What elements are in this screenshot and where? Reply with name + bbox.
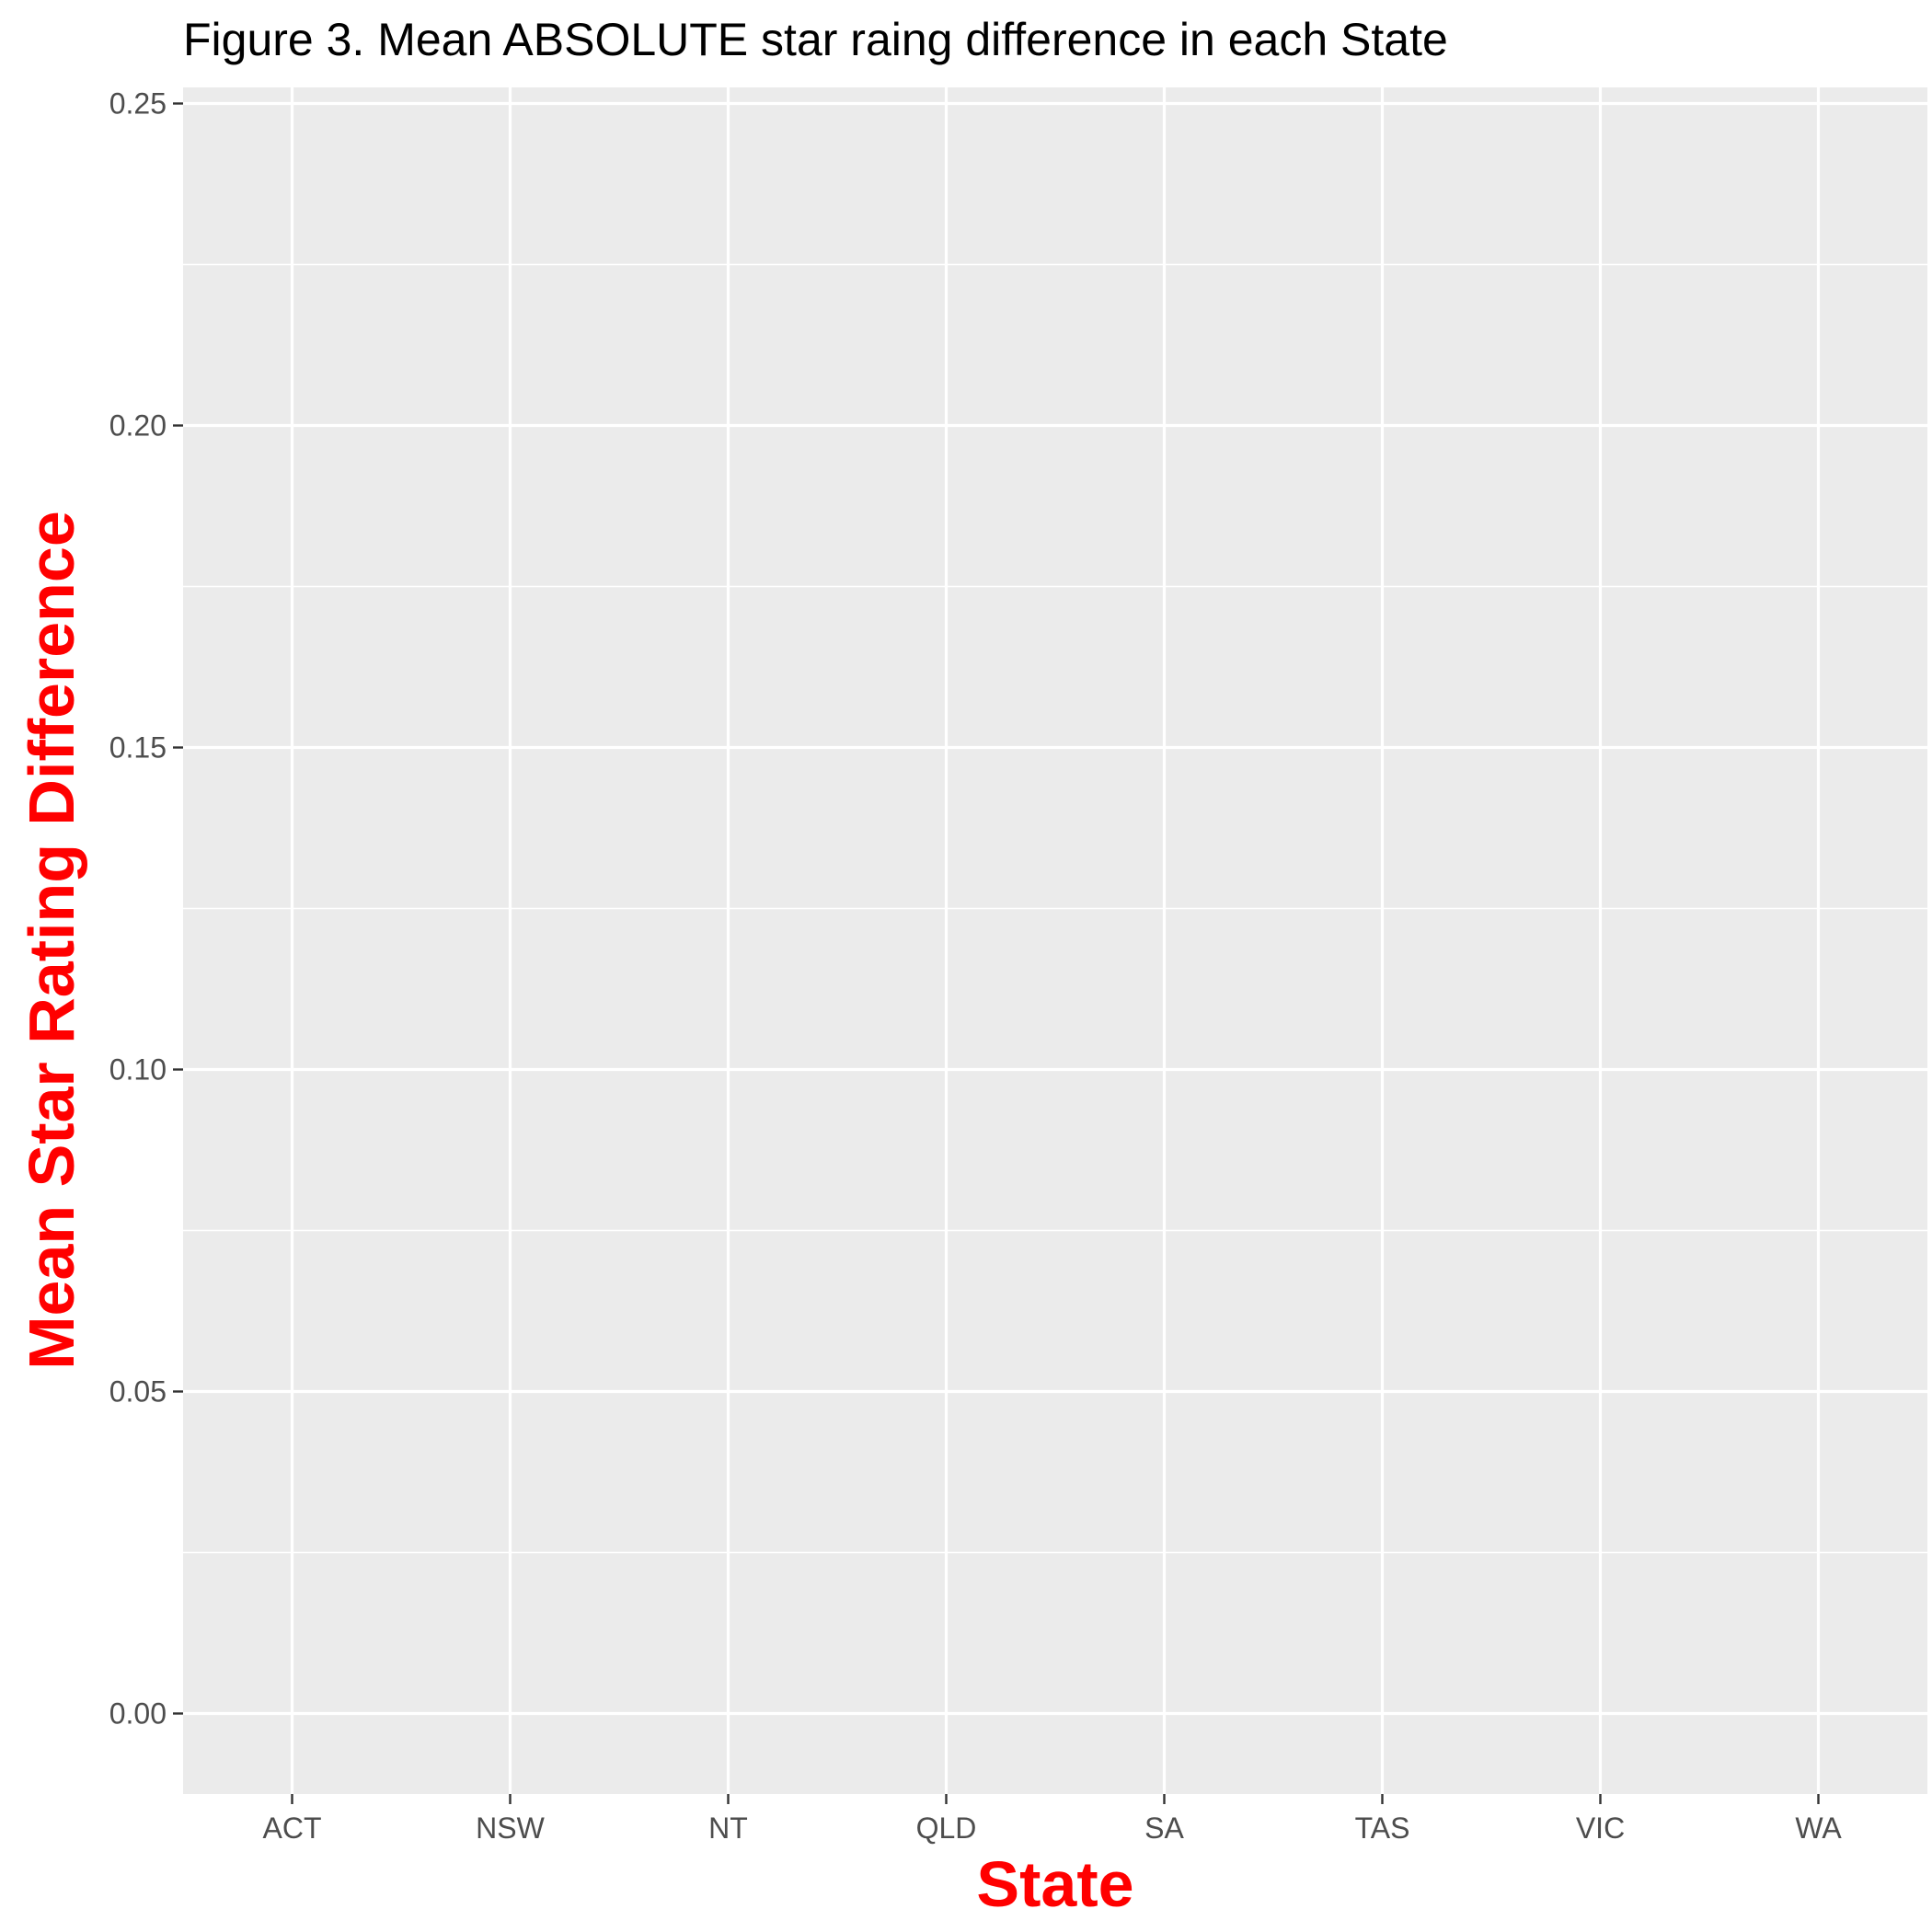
y-axis-title: Mean Star Rating Difference [16,511,87,1370]
x-tick-label: NT [708,1811,748,1845]
y-tick-label: 0.00 [109,1697,167,1731]
y-tick-label: 0.10 [109,1053,167,1087]
x-tick-label: WA [1795,1811,1842,1845]
chart-title: Figure 3. Mean ABSOLUTE star raing diffe… [183,14,1448,65]
y-tick-label: 0.15 [109,731,167,765]
y-tick-label: 0.05 [109,1375,167,1409]
x-axis-title: State [976,1848,1133,1920]
x-tick-label: ACT [263,1811,322,1845]
x-tick-label: NSW [476,1811,545,1845]
y-tick-label: 0.25 [109,87,167,121]
grid-lines [183,87,1927,1794]
axis-ticks: 0.00 0.05 0.10 0.15 0.20 0.25 ACT NSW NT QLD SA TAS… [109,87,1843,1846]
x-tick-label: QLD [916,1811,977,1845]
plot-panel [183,87,1927,1794]
x-tick-label: SA [1144,1811,1184,1845]
x-tick-label: VIC [1576,1811,1625,1845]
x-tick-label: TAS [1355,1811,1410,1845]
y-tick-label: 0.20 [109,409,167,443]
